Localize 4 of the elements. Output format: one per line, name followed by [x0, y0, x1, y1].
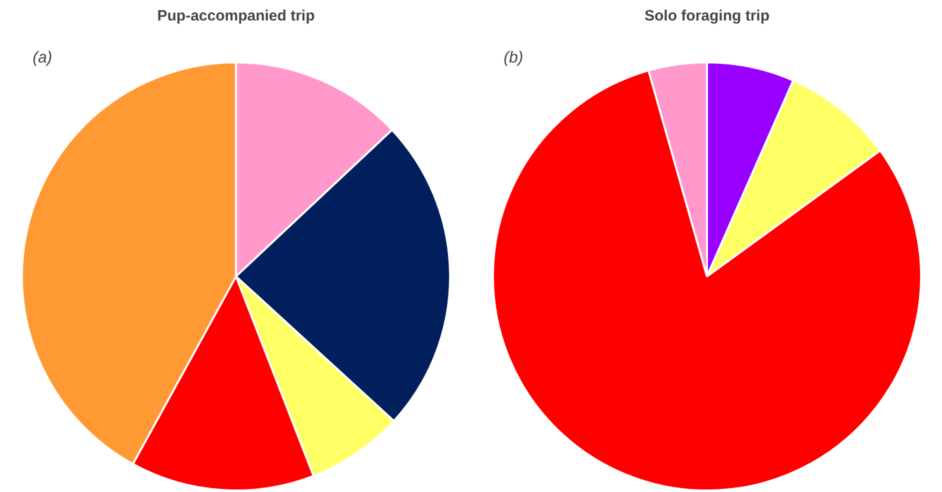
chart-title: Pup-accompanied trip — [157, 8, 315, 24]
text: (b) — [504, 50, 524, 67]
text: (a) — [32, 50, 52, 67]
chart-title: Solo foraging trip — [644, 8, 770, 24]
